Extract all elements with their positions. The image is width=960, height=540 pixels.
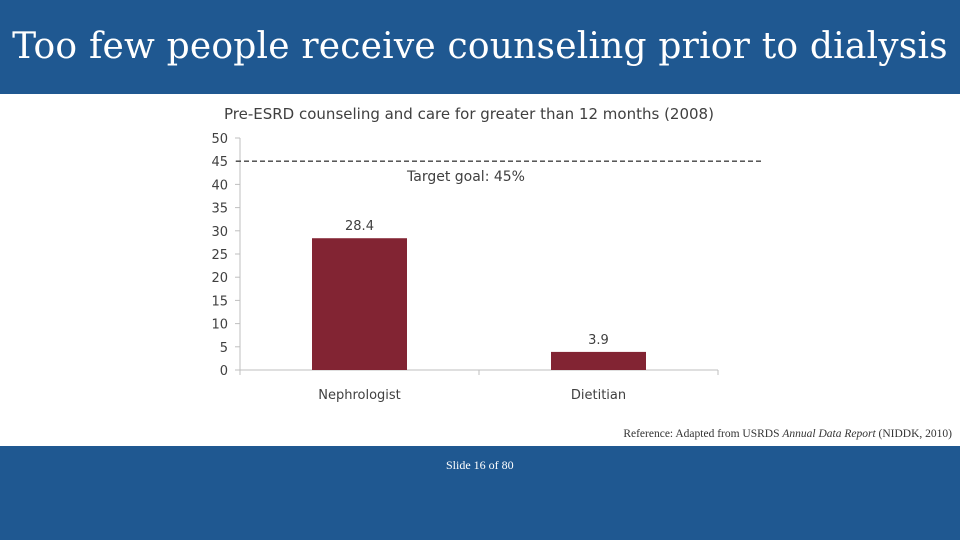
- y-tick-label: 15: [211, 294, 228, 309]
- target-goal-label: Target goal: 45%: [406, 169, 525, 185]
- reference-source: Annual Data Report: [782, 428, 876, 440]
- title-band: [0, 0, 960, 94]
- reference-prefix: Reference: Adapted from USRDS: [623, 428, 783, 440]
- slide-title: Too few people receive counseling prior …: [12, 26, 948, 67]
- reference-suffix: (NIDDK, 2010): [875, 428, 952, 440]
- y-tick-label: 5: [220, 341, 228, 356]
- x-category-label: Dietitian: [571, 388, 626, 403]
- y-tick-label: 10: [211, 318, 228, 333]
- x-category-label: Nephrologist: [318, 388, 401, 403]
- bar-nephrologist: [312, 238, 407, 370]
- reference-note: Reference: Adapted from USRDS Annual Dat…: [623, 428, 952, 440]
- axes: 0 5 10 15 20 25 30 35 40 45 50 Target goal: 45%: [211, 132, 762, 379]
- y-tick-label: 40: [211, 178, 228, 193]
- data-label: 28.4: [345, 219, 374, 234]
- y-tick-label: 50: [211, 132, 228, 147]
- y-tick-label: 35: [211, 202, 228, 217]
- chart-title: Pre-ESRD counseling and care for greater…: [224, 105, 714, 123]
- y-tick-label: 45: [211, 155, 228, 170]
- y-tick-label: 30: [211, 225, 228, 240]
- y-tick-label: 25: [211, 248, 228, 263]
- bar-dietitian: [551, 351, 646, 370]
- footer-band: [0, 446, 960, 540]
- data-label: 3.9: [588, 333, 609, 348]
- bars: 28.4 Nephrologist 3.9 Dietitian: [312, 219, 646, 403]
- y-tick-label: 20: [211, 271, 228, 286]
- slide-number: Slide 16 of 80: [446, 458, 514, 472]
- y-tick-label: 0: [220, 364, 228, 379]
